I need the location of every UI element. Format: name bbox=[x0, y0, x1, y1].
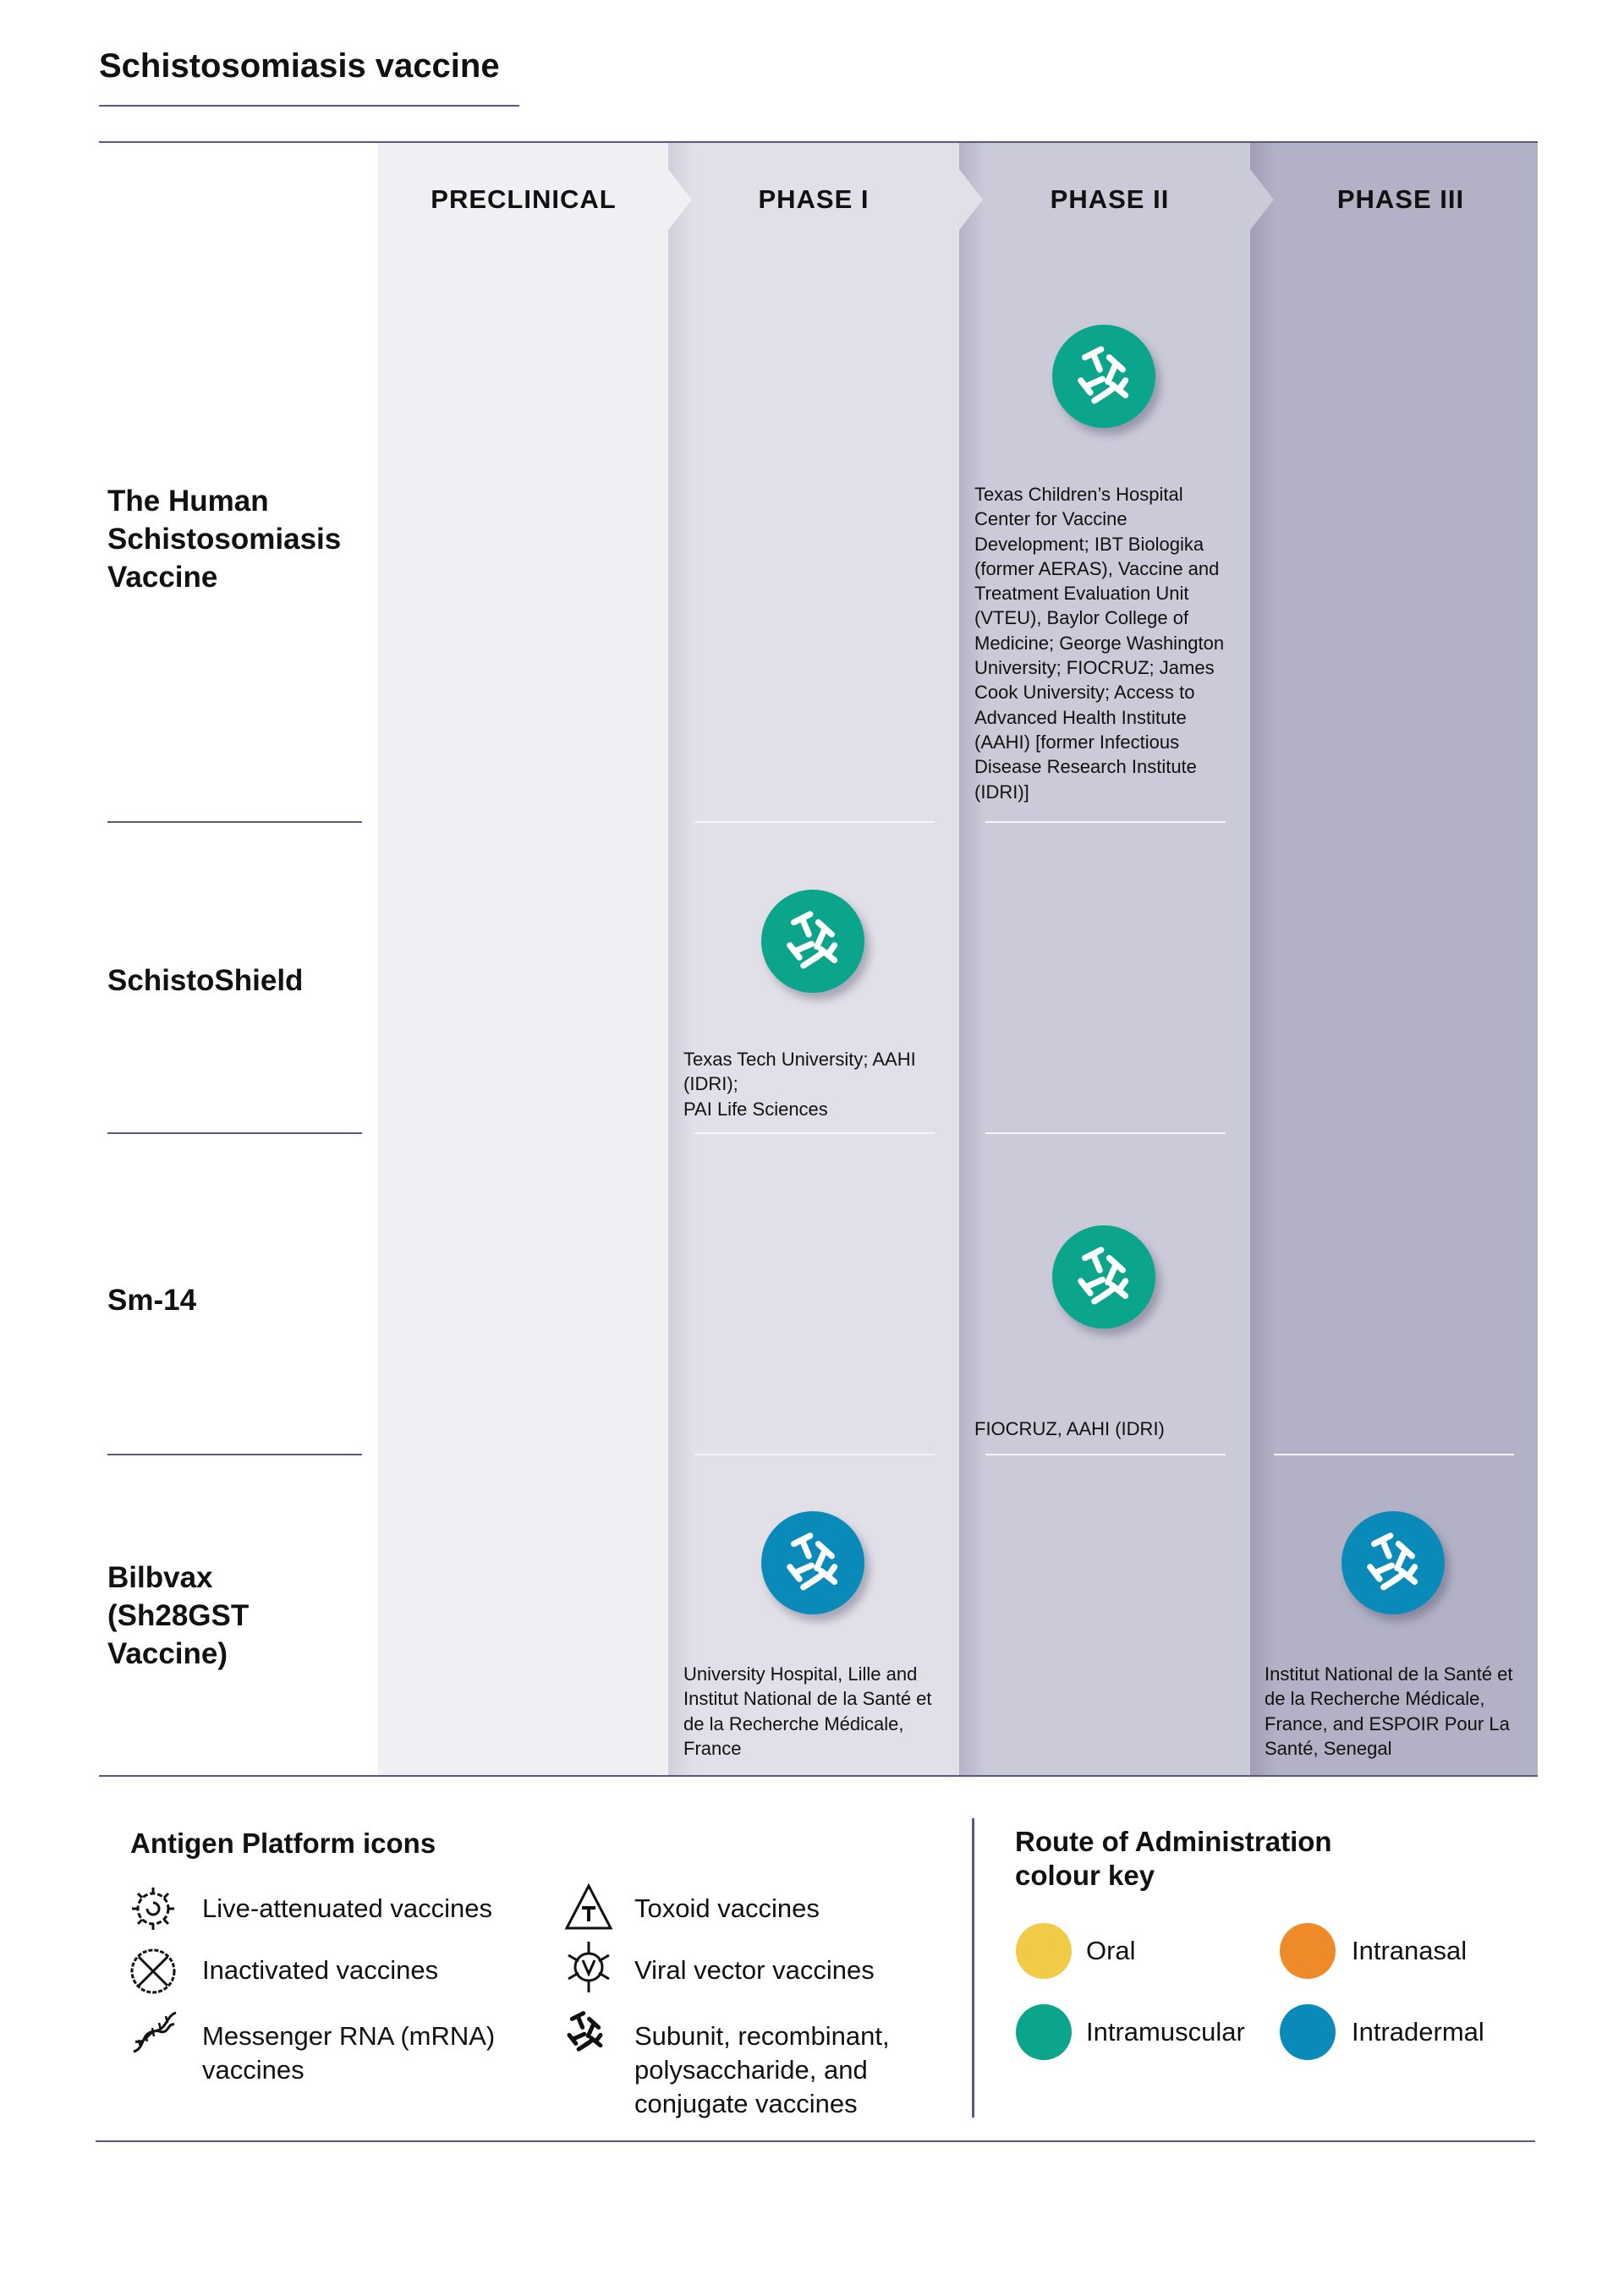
row-divider bbox=[107, 1454, 362, 1455]
inactivated-icon bbox=[130, 1948, 176, 1994]
legend-label: Live-attenuated vaccines bbox=[202, 1893, 492, 1923]
subunit-icon bbox=[1359, 1529, 1427, 1597]
developer-text: Institut National de la Santé et de la R… bbox=[1265, 1663, 1513, 1759]
live-attenuated-icon bbox=[132, 1888, 174, 1930]
cell-divider bbox=[1274, 1454, 1514, 1455]
title-underline bbox=[99, 105, 519, 107]
row-label: SchistoShield bbox=[107, 964, 304, 997]
header-preclinical: PRECLINICAL bbox=[431, 184, 617, 214]
route-legend-title: Route of Administration colour key bbox=[1015, 1826, 1332, 1891]
header-phase-3: PHASE III bbox=[1336, 184, 1465, 214]
legend-label: Intranasal bbox=[1352, 1936, 1468, 1965]
cell-divider bbox=[694, 1132, 935, 1134]
table-top-divider bbox=[99, 141, 1538, 143]
intradermal-route-badge bbox=[1341, 1511, 1445, 1614]
legend-label: Oral bbox=[1086, 1936, 1136, 1965]
mrna-icon bbox=[133, 2011, 177, 2053]
developer-text: University Hospital, Lille and Institut … bbox=[683, 1663, 932, 1759]
legend-bottom-divider bbox=[96, 2140, 1535, 2142]
developer-text: Texas Tech University; AAHI (IDRI); PAI … bbox=[683, 1049, 916, 1120]
cell-divider bbox=[694, 1454, 935, 1455]
chevron-arrow-icon bbox=[1250, 169, 1274, 230]
intramuscular-route-badge bbox=[1052, 1225, 1155, 1329]
legend-label: Messenger RNA (mRNA) vaccines bbox=[202, 2021, 496, 2085]
row-divider bbox=[107, 821, 362, 823]
column-preclinical bbox=[378, 143, 668, 1775]
legend-label: Toxoid vaccines bbox=[634, 1893, 820, 1923]
intradermal-route-badge bbox=[761, 1511, 864, 1614]
subunit-icon bbox=[562, 2006, 609, 2058]
row-label: Bilbvax (Sh28GST Vaccine) bbox=[107, 1561, 250, 1670]
legend-label: Intramuscular bbox=[1086, 2017, 1245, 2047]
chevron-arrow-icon bbox=[959, 169, 983, 230]
header-phase-2: PHASE II bbox=[1050, 184, 1170, 214]
legend-label: Viral vector vaccines bbox=[634, 1955, 875, 1985]
viral-vector-icon bbox=[568, 1942, 610, 1992]
legend-divider bbox=[972, 1818, 974, 2118]
row-divider bbox=[107, 1132, 362, 1134]
row-label: Sm-14 bbox=[107, 1284, 197, 1317]
row-label: The Human Schistosomiasis Vaccine bbox=[107, 485, 342, 594]
subunit-icon bbox=[1070, 1243, 1138, 1311]
subunit-icon bbox=[779, 1529, 847, 1597]
chevron-arrow-icon bbox=[668, 169, 692, 230]
table-bottom-divider bbox=[99, 1775, 1538, 1777]
oral-swatch bbox=[1016, 1923, 1072, 1979]
developer-text: Texas Children’s Hospital Center for Vac… bbox=[974, 484, 1225, 803]
cell-divider bbox=[694, 821, 935, 823]
page-title: Schistosomiasis vaccine bbox=[99, 47, 500, 85]
column-phase-3 bbox=[1250, 143, 1538, 1775]
intramuscular-route-badge bbox=[1052, 325, 1155, 428]
intramuscular-swatch bbox=[1016, 2004, 1072, 2060]
legend-label: Inactivated vaccines bbox=[202, 1955, 439, 1985]
legend-label: Subunit, recombinant, polysaccharide, an… bbox=[634, 2021, 890, 2118]
intramuscular-route-badge bbox=[761, 890, 864, 993]
subunit-icon bbox=[1070, 342, 1138, 410]
subunit-icon bbox=[779, 907, 847, 975]
cell-divider bbox=[985, 1454, 1226, 1455]
legend-label: Intradermal bbox=[1352, 2017, 1484, 2047]
cell-divider bbox=[985, 1132, 1226, 1134]
platform-legend-title: Antigen Platform icons bbox=[130, 1827, 436, 1859]
toxoid-icon bbox=[564, 1882, 613, 1930]
intranasal-swatch bbox=[1280, 1923, 1336, 1979]
header-phase-1: PHASE I bbox=[758, 184, 870, 214]
cell-divider bbox=[985, 821, 1226, 823]
intradermal-swatch bbox=[1280, 2004, 1336, 2060]
developer-text: FIOCRUZ, AAHI (IDRI) bbox=[974, 1418, 1165, 1439]
